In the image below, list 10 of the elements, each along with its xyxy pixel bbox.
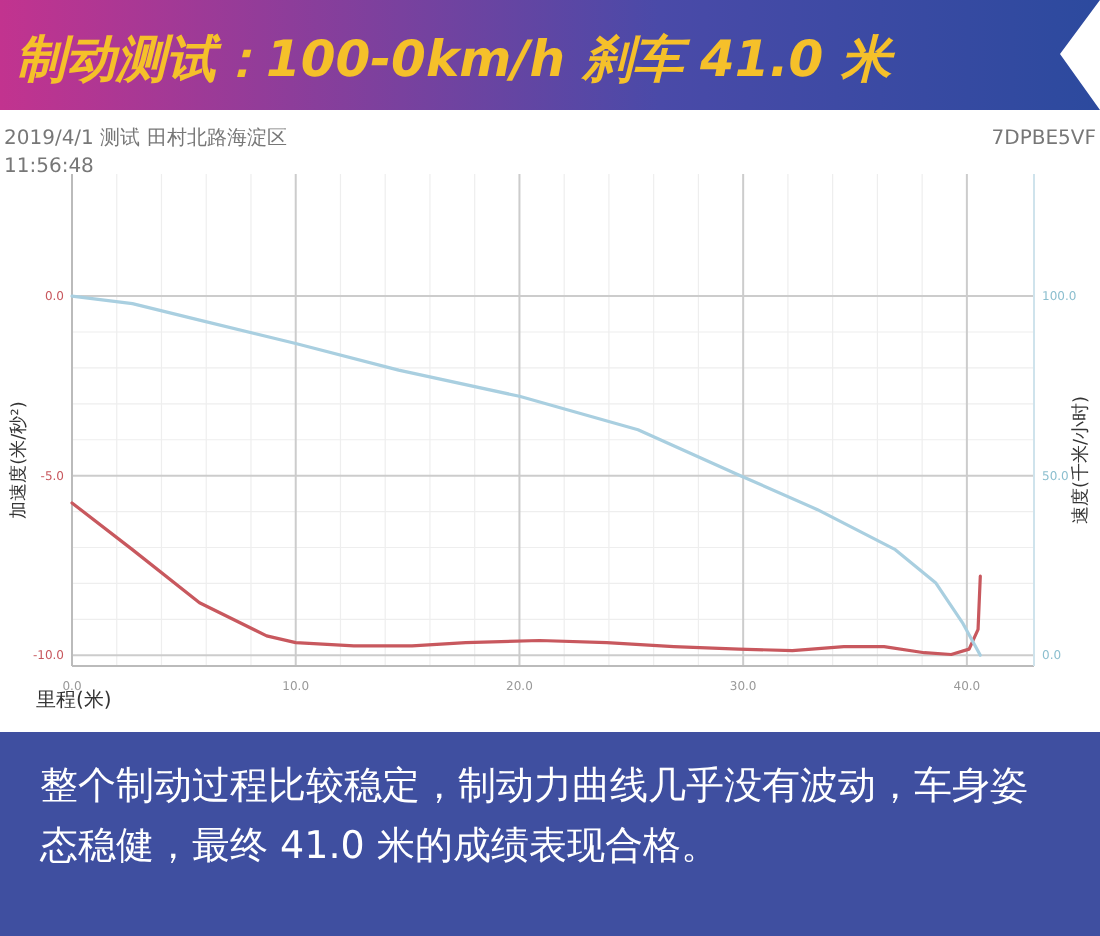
chart-title: 制动测试：100-0km/h 刹车 41.0 米 — [16, 30, 897, 88]
text: 7DPBE5VF — [991, 128, 1097, 150]
x-axis-title: 里程(米) — [36, 688, 112, 712]
y-axis-title: 加速度(米/秒²) — [8, 401, 30, 519]
line-series — [70, 501, 982, 657]
line-series — [70, 294, 982, 657]
annotation: 11:56:48 — [4, 156, 94, 178]
text: 整个制动过程比较稳定，制动力曲线几乎没有波动，车身姿态稳健，最终 41.0 米的成绩表现合格。 — [0, 732, 1100, 936]
chart-subtitle: 2019/4/1 测试 田村北路海淀区 — [4, 126, 287, 150]
y2-axis-title: 速度(千米/小时) — [1070, 395, 1092, 525]
